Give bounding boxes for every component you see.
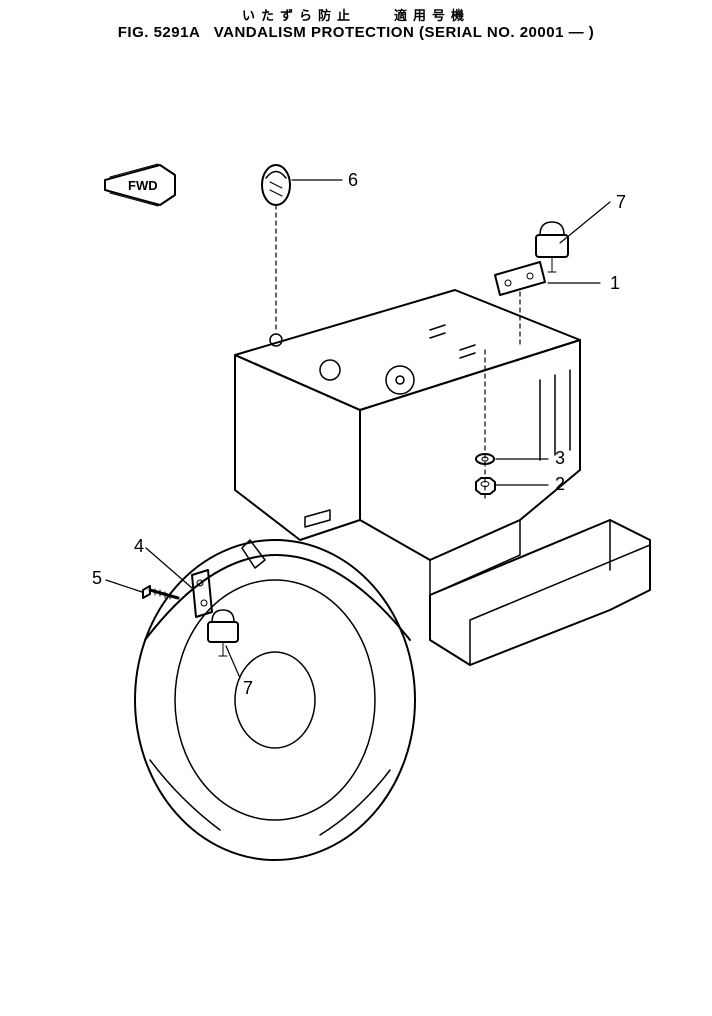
callout-7-upper: 7 [616, 192, 626, 213]
page: いたずら防止 適用号機 FIG. 5291A VANDALISM PROTECT… [0, 0, 712, 1016]
callout-6: 6 [348, 170, 358, 191]
bumper [430, 520, 650, 665]
leader-lines [106, 180, 610, 678]
fwd-arrow-icon: FWD [105, 164, 175, 206]
assembly-lines [276, 205, 520, 500]
catch [242, 540, 265, 568]
fwd-label: FWD [128, 178, 158, 193]
hood-body [235, 290, 580, 595]
callout-7-lower: 7 [243, 678, 253, 699]
wheel [135, 540, 415, 860]
callout-4: 4 [134, 536, 144, 557]
callout-5: 5 [92, 568, 102, 589]
part-lock-cap [262, 165, 290, 205]
callout-2: 2 [555, 474, 565, 495]
part-padlock-lower [208, 610, 238, 656]
part-bolt [143, 586, 178, 599]
exploded-diagram: FWD [0, 0, 712, 1016]
callout-3: 3 [555, 448, 565, 469]
callout-1: 1 [610, 273, 620, 294]
part-plate [495, 262, 545, 295]
